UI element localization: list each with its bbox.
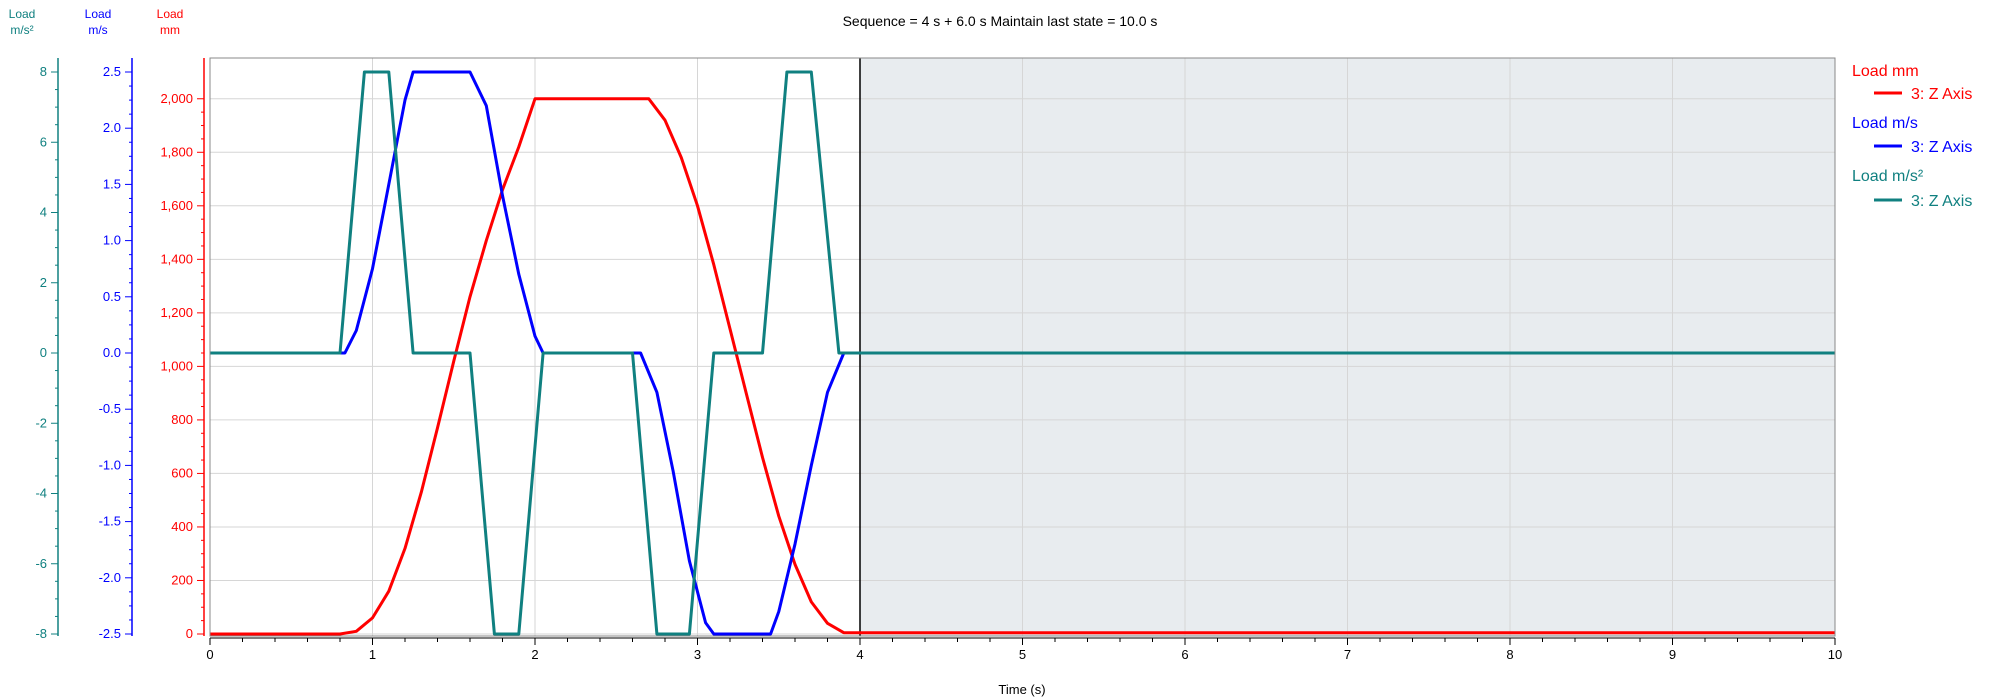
- y-tick-label: -6: [35, 556, 47, 571]
- x-tick-label: 8: [1506, 647, 1513, 662]
- y-axis-ms2: -8 -6 -4 -2 0 2 4 6 8: [35, 58, 59, 641]
- legend-title-ms2: Load m/s²: [1852, 168, 1924, 185]
- x-tick-label: 0: [206, 647, 213, 662]
- y-axis-ms2-label-top: Load: [9, 7, 36, 21]
- x-tick-label: 2: [531, 647, 538, 662]
- x-tick-label: 6: [1181, 647, 1188, 662]
- x-tick-label: 9: [1669, 647, 1676, 662]
- y-tick-label: 6: [40, 134, 47, 149]
- x-tick-label: 7: [1344, 647, 1351, 662]
- x-tick-label: 4: [856, 647, 863, 662]
- y-axis-ms-label-bottom: m/s: [88, 23, 107, 37]
- y-axis-mm-label-top: Load: [157, 7, 184, 21]
- y-tick-label: 400: [171, 519, 193, 534]
- y-axis-mm: 0 200 400 600 800 1,000 1,200 1,400 1,600 1,800 2,…: [160, 58, 205, 641]
- y-tick-label: 2.0: [103, 120, 121, 135]
- legend: Load mm 3: Z Axis Load m/s 3: Z Axis Loa…: [1852, 63, 1972, 210]
- y-tick-label: -1.5: [99, 514, 121, 529]
- y-axis-ms: -2.5 -2.0 -1.5 -1.0 -0.5 0.0 0.5 1.0 1.5 2.0 2.5: [99, 58, 133, 641]
- y-tick-label: -2: [35, 415, 47, 430]
- y-axis-ms2-label-bottom: m/s²: [10, 23, 33, 37]
- y-tick-label: 0.0: [103, 345, 121, 360]
- y-tick-label: 800: [171, 412, 193, 427]
- y-tick-label: 2,000: [160, 91, 193, 106]
- legend-entry-ms2: 3: Z Axis: [1911, 193, 1972, 210]
- plot-border: [209, 57, 1836, 637]
- series-line-mm: [210, 97, 1835, 636]
- y-tick-label: 1,200: [160, 305, 193, 320]
- y-tick-label: -2.5: [99, 626, 121, 641]
- x-axis-label: Time (s): [998, 682, 1045, 697]
- y-tick-label: 1,400: [160, 251, 193, 266]
- y-tick-label: 1,600: [160, 198, 193, 213]
- y-tick-label: -0.5: [99, 401, 121, 416]
- y-tick-label: 8: [40, 64, 47, 79]
- x-tick-label: 5: [1019, 647, 1026, 662]
- y-tick-label: 0: [40, 345, 47, 360]
- y-tick-label: 1,000: [160, 358, 193, 373]
- chart-title: Sequence = 4 s + 6.0 s Maintain last sta…: [843, 13, 1158, 29]
- series-layer: [210, 70, 1835, 636]
- y-tick-label: 1.5: [103, 176, 121, 191]
- y-axis-mm-label-bottom: mm: [160, 23, 180, 37]
- y-tick-label: 1,800: [160, 144, 193, 159]
- legend-entry-mm: 3: Z Axis: [1911, 86, 1972, 103]
- y-tick-label: -8: [35, 626, 47, 641]
- legend-title-ms: Load m/s: [1852, 115, 1918, 132]
- x-axis: 0 1 2 3 4 5 6 7 8 9 10: [206, 637, 1842, 662]
- x-tick-label: 1: [369, 647, 376, 662]
- x-tick-label: 10: [1828, 647, 1842, 662]
- y-tick-label: 0.5: [103, 289, 121, 304]
- y-axis-ms-label-top: Load: [85, 7, 112, 21]
- y-tick-label: 4: [40, 205, 47, 220]
- y-tick-label: 0: [186, 626, 193, 641]
- y-tick-label: 1.0: [103, 233, 121, 248]
- y-tick-label: -2.0: [99, 570, 121, 585]
- y-tick-label: 2: [40, 275, 47, 290]
- legend-entry-ms: 3: Z Axis: [1911, 139, 1972, 156]
- series-line-ms2: [210, 70, 1835, 636]
- y-tick-label: -1.0: [99, 457, 121, 472]
- y-tick-label: 600: [171, 465, 193, 480]
- y-tick-label: 200: [171, 572, 193, 587]
- y-tick-label: -4: [35, 486, 47, 501]
- y-tick-label: 2.5: [103, 64, 121, 79]
- y-axis-labels: Load m/s² Load m/s Load mm: [9, 7, 184, 37]
- x-tick-label: 3: [694, 647, 701, 662]
- legend-title-mm: Load mm: [1852, 63, 1919, 80]
